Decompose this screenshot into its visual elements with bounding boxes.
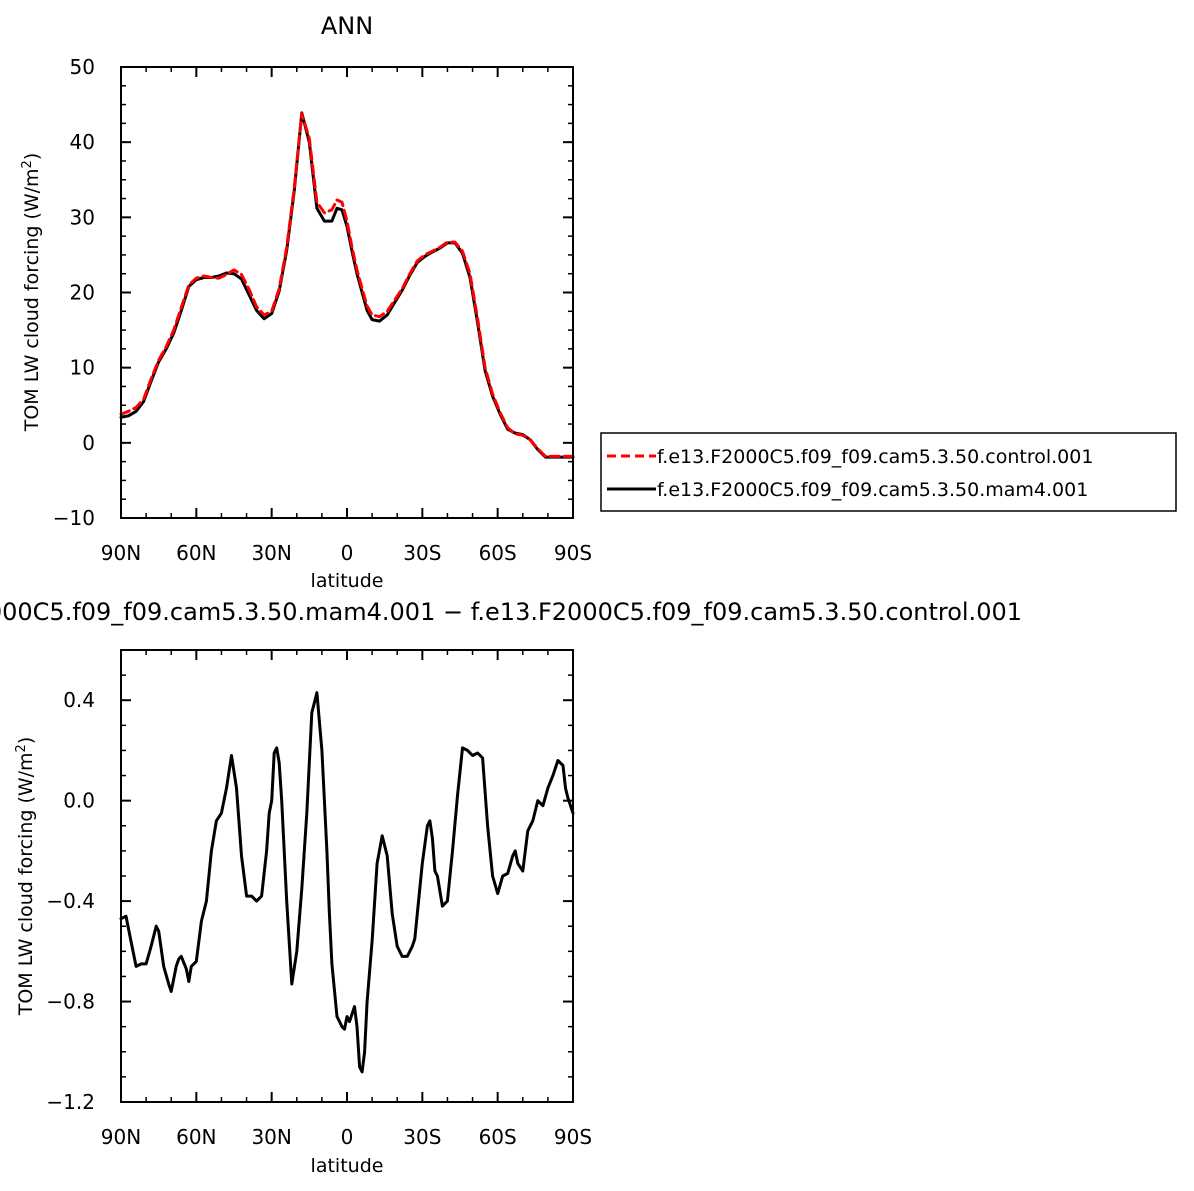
top-x-tick-label: 60S: [479, 541, 517, 565]
top-y-tick-label: −10: [53, 506, 95, 530]
bottom-y-tick-label: −0.8: [46, 990, 95, 1014]
bottom-x-ticks: 90N 60N 30N 0 30S 60S 90S: [101, 649, 592, 1149]
bottom-x-axis-title: latitude: [311, 1155, 384, 1177]
top-panel: ANN TOM LW cloud forcing (W/m2) −10 0 10 20…: [20, 12, 592, 592]
bottom-y-tick-label: −0.4: [46, 889, 95, 913]
top-plot-frame: [120, 66, 574, 519]
legend-label-mam4: f.e13.F2000C5.f09_f09.cam5.3.50.mam4.001: [657, 479, 1088, 501]
bottom-series-line-0: [119, 691, 575, 1074]
top-y-axis-title: TOM LW cloud forcing (W/m2): [20, 153, 43, 433]
top-series-line-1: [119, 111, 575, 459]
top-x-tick-label: 30S: [403, 541, 441, 565]
top-x-tick-label: 90S: [554, 541, 592, 565]
top-series-group: [119, 111, 575, 459]
top-y-tick-label: 0: [82, 431, 95, 455]
bottom-y-tick-label: −1.2: [46, 1090, 95, 1114]
top-x-tick-label: 90N: [101, 541, 141, 565]
top-y-ticks: −10 0 10 20 30 40 50: [53, 55, 574, 530]
bottom-x-tick-label: 0: [341, 1125, 354, 1149]
bottom-x-tick-label: 90N: [101, 1125, 141, 1149]
bottom-x-tick-label: 30N: [251, 1125, 291, 1149]
bottom-x-tick-label: 60S: [479, 1125, 517, 1149]
top-x-tick-label: 0: [341, 541, 354, 565]
legend: f.e13.F2000C5.f09_f09.cam5.3.50.control.…: [600, 432, 1177, 512]
top-x-ticks: 90N 60N 30N 0 30S 60S 90S: [101, 66, 592, 565]
bottom-panel: f.e13.F2000C5.f09_f09.cam5.3.50.mam4.001…: [0, 598, 1022, 1177]
top-x-axis-title: latitude: [311, 570, 384, 592]
bottom-x-tick-label: 60N: [176, 1125, 216, 1149]
legend-box: [600, 432, 1177, 512]
bottom-series-group: [119, 691, 575, 1074]
bottom-panel-title: f.e13.F2000C5.f09_f09.cam5.3.50.mam4.001…: [0, 598, 1022, 626]
top-y-tick-label: 20: [70, 281, 95, 305]
bottom-y-tick-label: 0.4: [63, 688, 95, 712]
bottom-y-axis-title: TOM LW cloud forcing (W/m2): [14, 737, 37, 1017]
legend-label-control: f.e13.F2000C5.f09_f09.cam5.3.50.control.…: [657, 446, 1093, 468]
top-x-tick-label: 60N: [176, 541, 216, 565]
top-y-tick-label: 10: [70, 356, 95, 380]
top-series-line-0: [119, 112, 575, 458]
bottom-x-tick-label: 90S: [554, 1125, 592, 1149]
bottom-x-tick-label: 30S: [403, 1125, 441, 1149]
bottom-y-tick-label: 0.0: [63, 789, 95, 813]
top-y-tick-label: 50: [70, 55, 95, 79]
bottom-y-ticks: −1.2 −0.8 −0.4 0.0 0.4: [46, 649, 574, 1114]
top-y-tick-label: 30: [70, 205, 95, 229]
top-panel-title: ANN: [321, 12, 373, 40]
bottom-plot-frame: [120, 649, 574, 1103]
top-y-tick-label: 40: [70, 130, 95, 154]
top-x-tick-label: 30N: [251, 541, 291, 565]
